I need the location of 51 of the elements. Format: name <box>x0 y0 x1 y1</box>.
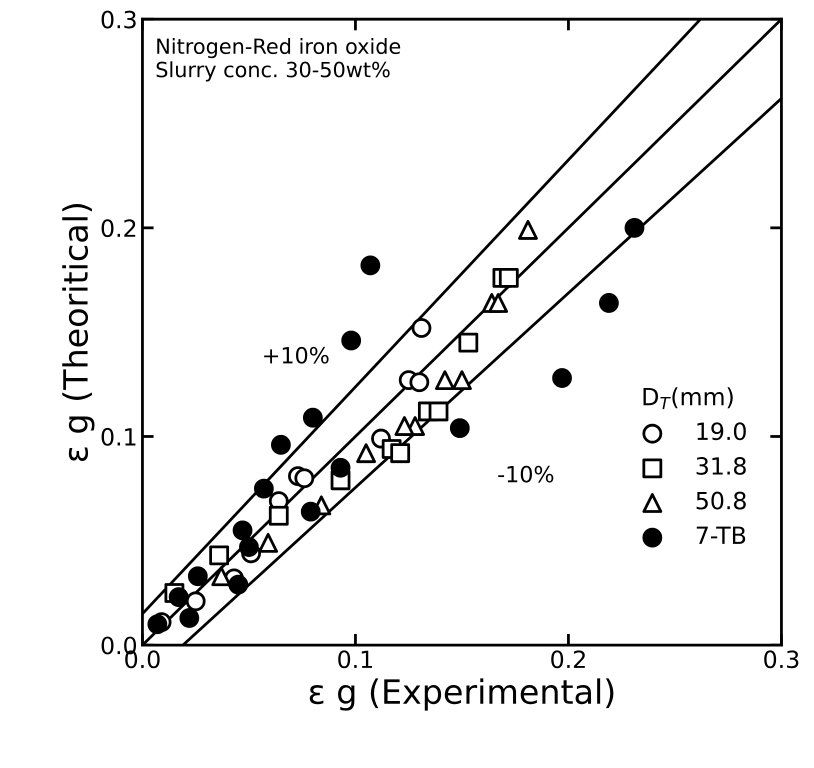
y-tick-label: 0.2 <box>102 219 136 238</box>
point <box>452 370 472 390</box>
point <box>498 268 519 288</box>
point <box>179 608 200 628</box>
legend-title: D$_{T}$(mm) <box>644 387 733 410</box>
point <box>412 318 432 338</box>
point <box>599 293 619 313</box>
point <box>409 372 430 392</box>
point <box>232 520 252 540</box>
point <box>428 402 448 422</box>
point <box>356 443 376 464</box>
point <box>209 546 230 566</box>
point <box>294 468 314 488</box>
x-axis-title: ε g (Experimental) <box>310 678 614 711</box>
annotation: -10% <box>498 466 554 483</box>
point <box>300 502 321 522</box>
point <box>450 418 470 438</box>
point <box>228 574 248 595</box>
legend-label: 7-TB <box>696 526 746 544</box>
x-tick-label: 0.1 <box>338 650 372 668</box>
point <box>268 506 289 526</box>
legend-label: 50.8 <box>696 492 746 510</box>
point <box>552 368 572 388</box>
point <box>435 370 455 390</box>
x-tick-label: 0.2 <box>551 650 585 668</box>
y-axis-title: ε g (Theoritical) <box>62 204 94 462</box>
point <box>186 591 206 612</box>
point <box>360 256 380 276</box>
y-tick-label: 0.1 <box>102 428 136 446</box>
legend-label: 31.8 <box>696 457 746 475</box>
point <box>330 458 350 478</box>
point <box>390 443 410 464</box>
point <box>258 532 278 553</box>
point <box>624 218 644 238</box>
y-tick-label: 0.3 <box>102 10 136 29</box>
point <box>188 566 208 586</box>
point <box>239 537 259 557</box>
legend-label: 19.0 <box>697 422 746 440</box>
point <box>168 587 189 608</box>
point <box>341 330 362 350</box>
point <box>271 434 291 455</box>
x-tick-label: 0.3 <box>764 650 798 668</box>
point <box>302 408 323 428</box>
point <box>458 332 478 352</box>
point <box>254 478 274 499</box>
point <box>394 416 414 436</box>
point <box>488 293 508 313</box>
point <box>147 614 168 634</box>
text: Nitrogen-Red iron oxide Slurry conc. 30-50wt% <box>156 38 400 82</box>
point <box>518 220 538 240</box>
annotation: +10% <box>264 346 329 364</box>
